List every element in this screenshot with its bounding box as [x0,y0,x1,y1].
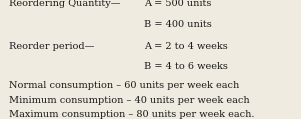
Text: Reorder period—: Reorder period— [9,42,95,51]
Text: Maximum consumption – 80 units per week each.: Maximum consumption – 80 units per week … [9,110,255,119]
Text: B = 400 units: B = 400 units [144,20,212,29]
Text: B = 4 to 6 weeks: B = 4 to 6 weeks [144,62,228,71]
Text: Normal consumption – 60 units per week each: Normal consumption – 60 units per week e… [9,81,239,90]
Text: Reordering Quantity—: Reordering Quantity— [9,0,120,8]
Text: Minimum consumption – 40 units per week each: Minimum consumption – 40 units per week … [9,96,250,105]
Text: A = 2 to 4 weeks: A = 2 to 4 weeks [144,42,228,51]
Text: A = 500 units: A = 500 units [144,0,212,8]
